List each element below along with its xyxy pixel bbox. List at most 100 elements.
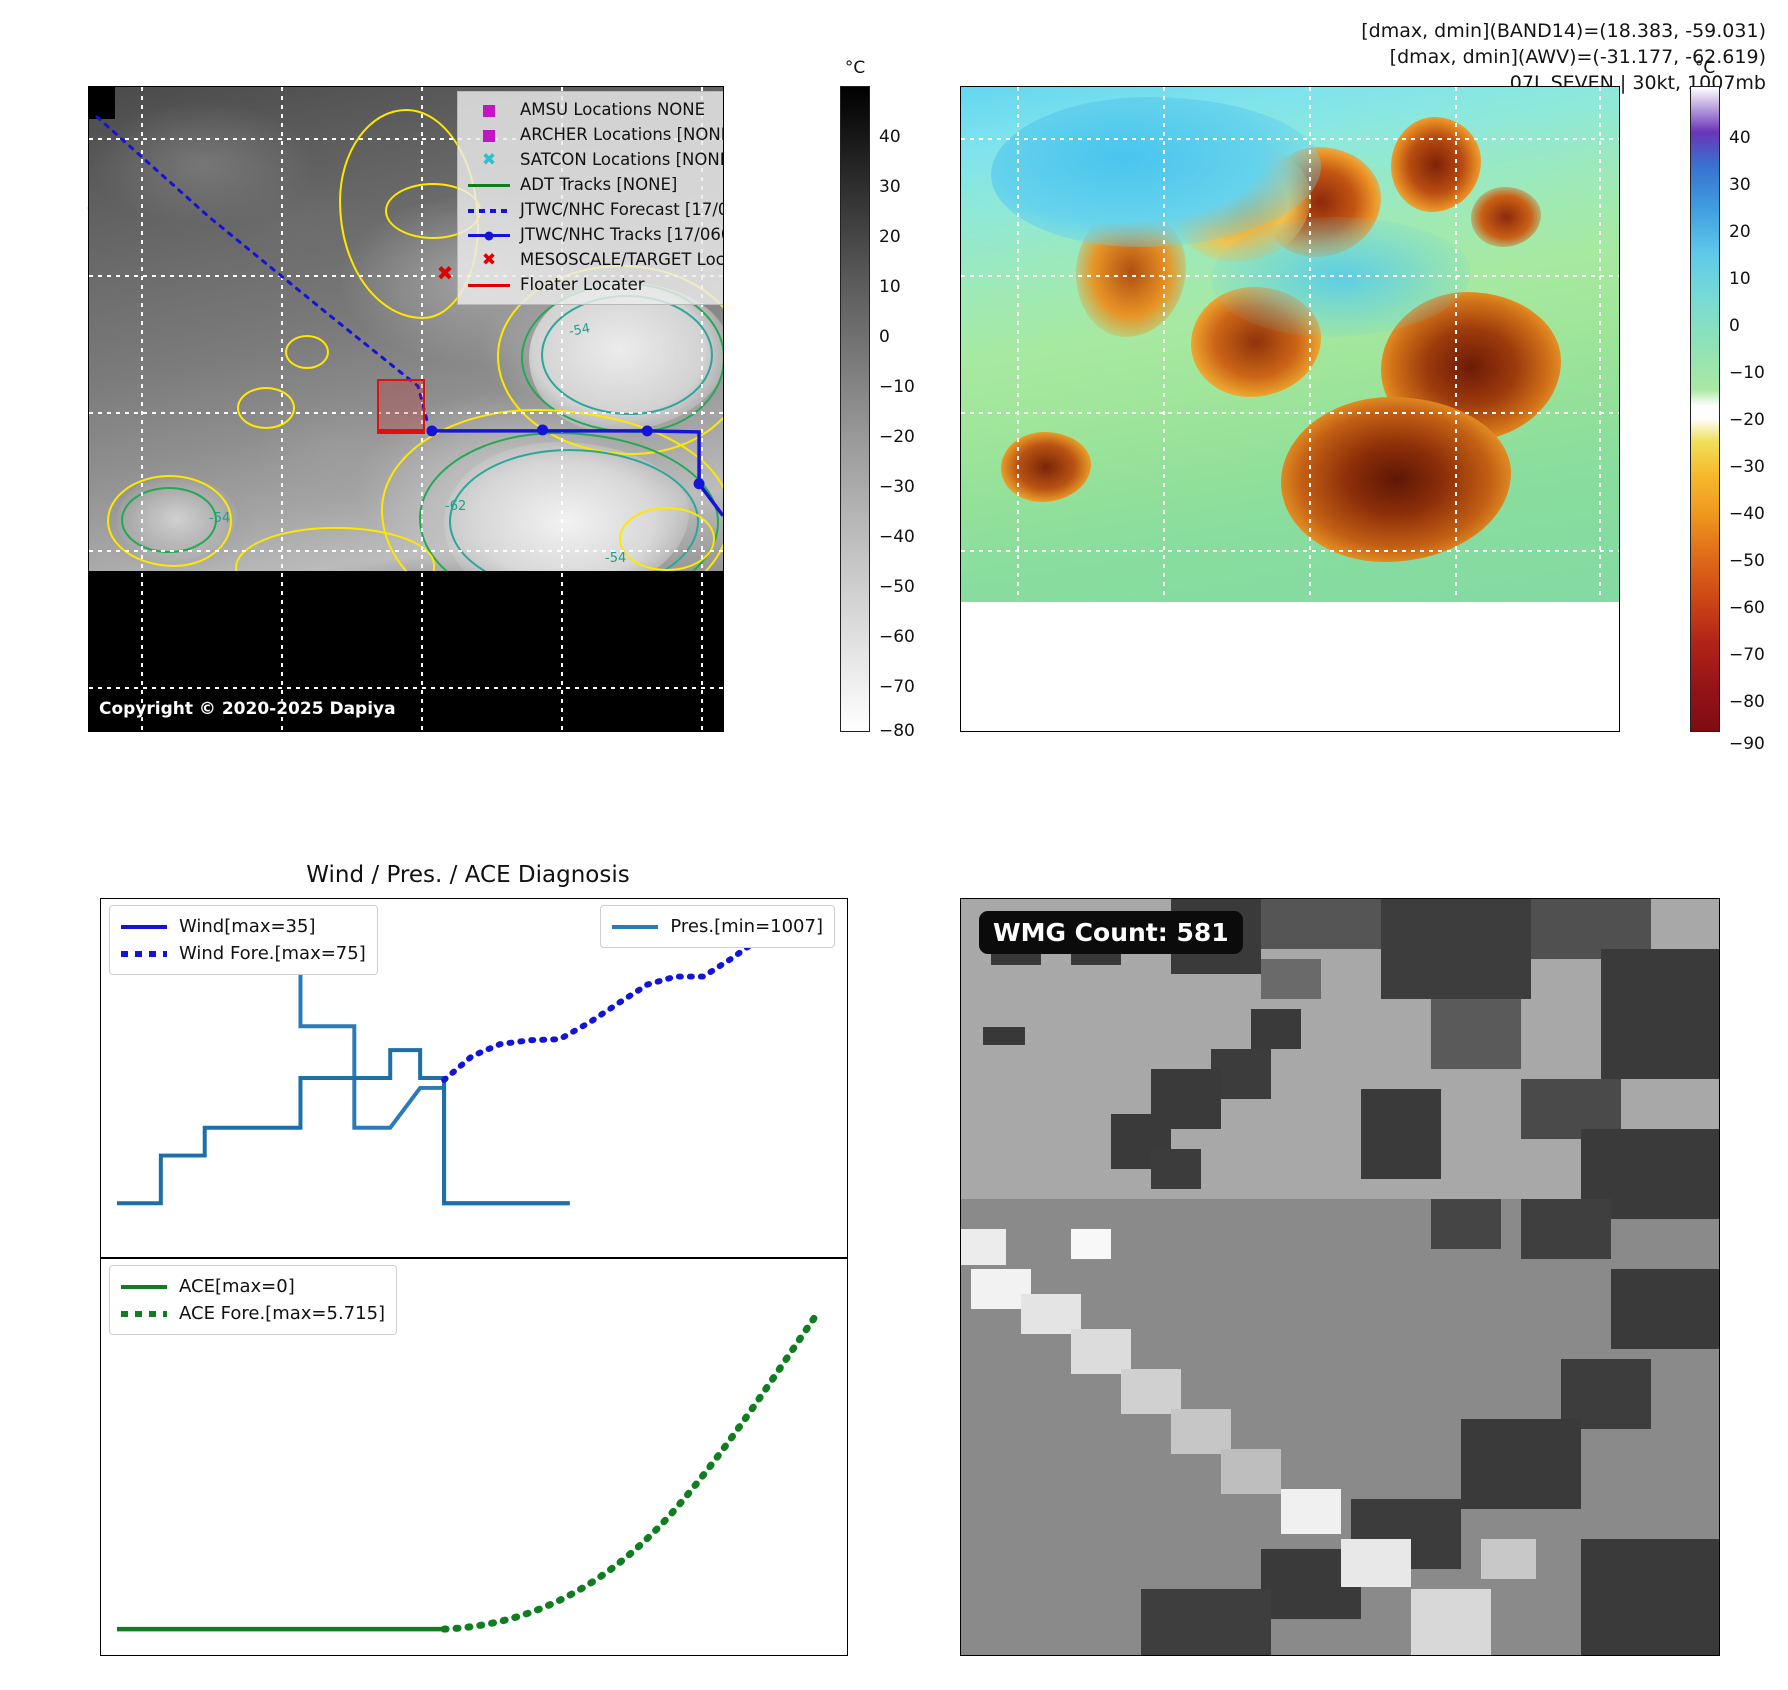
wmg-pixel-block — [1381, 899, 1531, 999]
ace-chart[interactable]: 0 1 2 3 4 5 ACE ACE[max=0] ACE Fore.[max… — [100, 1258, 848, 1656]
wmg-pixel-block — [1071, 1229, 1111, 1259]
lon-gridline — [1309, 87, 1311, 599]
cbar-tick: −50 — [1729, 551, 1765, 571]
cbar-tick: 10 — [879, 277, 901, 297]
lat-gridline — [89, 412, 723, 414]
wmg-pixel-block — [983, 1027, 1025, 1045]
cbar-tick: 10 — [1729, 269, 1751, 289]
mesoscale-target-marker: ✖ — [436, 261, 454, 285]
wmg-pixel-block — [1601, 949, 1719, 1079]
legend-row-wind-forecast: Wind Fore.[max=75] — [121, 940, 366, 967]
wmg-panel[interactable]: WMG Count: 581 — [960, 898, 1720, 1656]
legend-label: Pres.[min=1007] — [670, 916, 823, 937]
wmg-pixel-block — [1431, 1199, 1501, 1249]
green-line-icon — [121, 1284, 171, 1289]
stats-awv: [dmax, dmin](AWV)=(-31.177, -62.619) — [1389, 46, 1766, 69]
awv-convection-blob — [1001, 432, 1091, 502]
cbar-tick: 40 — [1729, 128, 1751, 148]
legend-row-ace-forecast: ACE Fore.[max=5.715] — [121, 1300, 385, 1327]
wmg-pixel-block — [1581, 1539, 1719, 1655]
ir-colorbar[interactable]: °C 40 30 20 10 0 −10 −20 −30 −40 −50 −60… — [840, 58, 915, 741]
blue-line-icon — [121, 924, 171, 929]
legend-label: ARCHER Locations [NONE] — [520, 125, 724, 145]
awv-panel[interactable]: 18°N 16°N 14°N 12°N 10°N 50°W 48°W 46°W … — [960, 86, 1620, 732]
cbar-tick: −60 — [879, 627, 915, 647]
awv-convection-blob — [1281, 397, 1511, 562]
cbar-tick: 30 — [1729, 175, 1751, 195]
awv-convection-blob — [1391, 117, 1481, 212]
cbar-tick: 0 — [1729, 316, 1740, 336]
map-legend: AMSU Locations NONE ARCHER Locations [NO… — [457, 91, 724, 305]
legend-row-target: ✖ MESOSCALE/TARGET Location — [466, 248, 724, 273]
red-x-icon: ✖ — [481, 250, 497, 270]
contour-label: -62 — [445, 499, 467, 514]
legend-label: Floater Locater — [520, 275, 645, 295]
wmg-pixel-block — [1281, 1489, 1341, 1534]
wmg-pixel-block — [1481, 1539, 1536, 1579]
cbar-tick: −30 — [879, 477, 915, 497]
ir-colorbar-gradient — [840, 86, 870, 732]
wmg-pixel-block — [1251, 1009, 1301, 1049]
legend-label: MESOSCALE/TARGET Location — [520, 250, 724, 270]
mesoscale-target-box[interactable] — [377, 379, 425, 431]
cbar-tick: 20 — [1729, 222, 1751, 242]
ir-mesoscale-panel[interactable]: -54 -54 -54 -62 -31 — [88, 86, 724, 732]
legend-label: ACE[max=0] — [179, 1276, 295, 1297]
lat-gridline — [89, 687, 723, 689]
wmg-pixel-block — [1171, 1409, 1231, 1454]
lon-gridline — [701, 87, 703, 731]
legend-label: Wind Fore.[max=75] — [179, 943, 366, 964]
awv-moist-blob — [991, 97, 1321, 247]
cbar-tick: −80 — [1729, 692, 1765, 712]
cbar-tick: −10 — [1729, 363, 1765, 383]
legend-row-forecast: JTWC/NHC Forecast [17/0600Z] — [466, 198, 723, 223]
lon-gridline — [561, 87, 563, 731]
lat-gridline — [89, 138, 723, 140]
legend-row-amsu: AMSU Locations NONE — [466, 98, 723, 123]
magenta-square-icon — [466, 129, 512, 142]
blue-dotted-line-icon — [466, 208, 512, 213]
contour-label: -54 — [209, 511, 231, 526]
wmg-pixel-block — [1431, 999, 1521, 1069]
awv-colorbar-title: °C — [1694, 58, 1716, 78]
wmg-pixel-block — [961, 1229, 1006, 1265]
cbar-tick: 0 — [879, 327, 890, 347]
ace-series — [116, 1313, 819, 1633]
lat-gridline — [961, 138, 1619, 140]
cbar-tick: −10 — [879, 377, 915, 397]
cbar-tick: −20 — [879, 427, 915, 447]
cbar-tick: 40 — [879, 127, 901, 147]
floater-locater-line — [377, 431, 425, 434]
ir-contour-yellow — [237, 387, 295, 429]
diagnosis-chart-title: Wind / Pres. / ACE Diagnosis — [306, 862, 630, 888]
wmg-pixel-block — [1221, 1449, 1281, 1494]
wmg-pixel-block — [1141, 1589, 1271, 1655]
cbar-tick: 30 — [879, 177, 901, 197]
awv-moist-blob — [1211, 217, 1471, 337]
contour-label: -54 — [605, 551, 627, 566]
wmg-pixel-block — [1461, 1419, 1581, 1509]
legend-row-archer: ARCHER Locations [NONE] — [466, 123, 724, 148]
steelblue-line-icon — [612, 924, 662, 929]
lon-gridline — [1455, 87, 1457, 599]
lat-gridline — [89, 275, 723, 277]
wmg-pixel-block — [1361, 1089, 1441, 1179]
cbar-tick: −70 — [1729, 645, 1765, 665]
wmg-pixel-block — [1561, 1359, 1651, 1429]
wind-legend: Wind[max=35] Wind Fore.[max=75] — [109, 905, 378, 975]
lon-gridline — [1599, 87, 1601, 599]
legend-row-adt: ADT Tracks [NONE] — [466, 173, 723, 198]
lon-gridline — [421, 87, 423, 731]
blue-line-node-icon — [466, 234, 512, 237]
wmg-pixel-block — [1521, 1199, 1611, 1259]
awv-convection-blob — [1471, 187, 1541, 247]
cbar-tick: −70 — [879, 677, 915, 697]
green-line-icon — [466, 184, 512, 187]
lat-gridline — [89, 550, 723, 552]
wmg-pixel-block — [1611, 1269, 1719, 1349]
wmg-pixel-block — [1071, 1329, 1131, 1374]
wind-pressure-chart[interactable]: 6 20 30 40 50 60 70 1007 1008 1009 1010 … — [100, 898, 848, 1258]
magenta-square-icon — [466, 104, 512, 117]
awv-colorbar[interactable]: °C 40 30 20 10 0 −10 −20 −30 −40 −50 −60… — [1690, 58, 1765, 754]
red-line-icon — [466, 284, 512, 287]
